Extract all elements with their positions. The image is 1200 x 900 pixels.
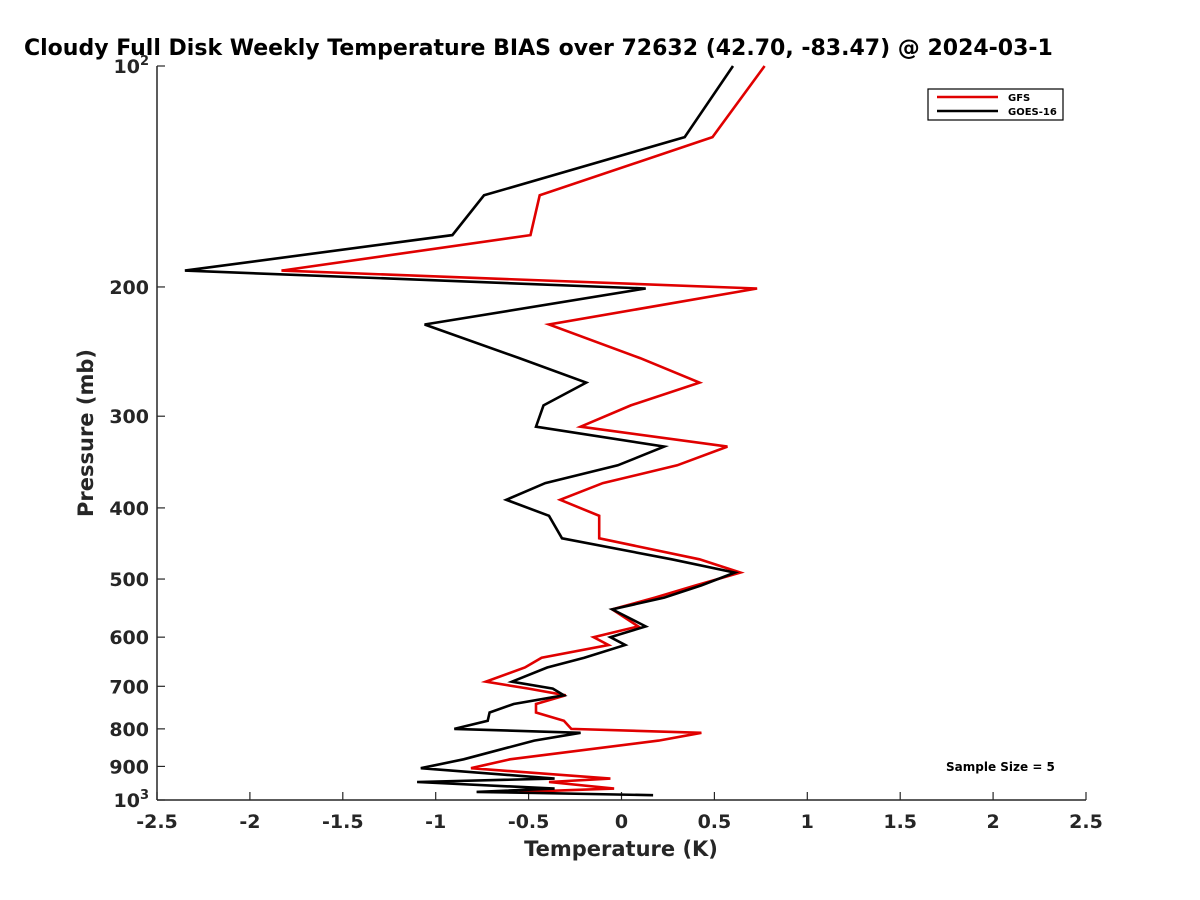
- x-tick-label: 1: [801, 811, 814, 833]
- y-tick-base: 10: [114, 790, 140, 812]
- x-tick-label: -0.5: [508, 811, 550, 833]
- legend-label-goes16: GOES-16: [1008, 107, 1057, 118]
- series-lines: [184, 65, 766, 797]
- x-tick-label: 2: [986, 811, 999, 833]
- y-tick-label: 400: [109, 498, 149, 520]
- series-line-goes-16: [184, 65, 740, 797]
- x-tick-label: -1: [425, 811, 446, 833]
- x-tick-label: 0.5: [698, 811, 732, 833]
- chart-title: Cloudy Full Disk Weekly Temperature BIAS…: [24, 36, 1053, 61]
- y-tick-label: 600: [109, 627, 149, 649]
- y-tick-label: 102: [114, 54, 150, 78]
- legend: GFS GOES-16: [927, 88, 1064, 121]
- legend-box: [927, 88, 1064, 121]
- y-tick-label: 103: [114, 788, 150, 812]
- y-tick-label: 700: [109, 676, 149, 698]
- y-tick-base: 10: [114, 56, 140, 78]
- x-tick-label: -2.5: [136, 811, 178, 833]
- y-tick-label: 500: [109, 569, 149, 591]
- x-tick-label: 0: [615, 811, 628, 833]
- x-tick-label: 2.5: [1069, 811, 1103, 833]
- y-tick-label: 300: [109, 406, 149, 428]
- x-tick-label: -2: [239, 811, 260, 833]
- x-axis-label: Temperature (K): [524, 837, 718, 861]
- y-axis-label: Pressure (mb): [74, 349, 98, 517]
- plot-area: -2.5 -2 -1.5 -1 -0.5 0 0.5 1 1.5 2 2.5 10220030040…: [109, 54, 1103, 833]
- x-tick-label: 1.5: [883, 811, 917, 833]
- y-tick-exponent: 3: [140, 788, 149, 803]
- y-tick-label: 200: [109, 277, 149, 299]
- x-tick-label: -1.5: [322, 811, 364, 833]
- y-tick-exponent: 2: [140, 54, 149, 69]
- y-tick-label: 900: [109, 756, 149, 778]
- x-axis-ticks: -2.5 -2 -1.5 -1 -0.5 0 0.5 1 1.5 2 2.5: [136, 792, 1103, 833]
- y-tick-label: 800: [109, 719, 149, 741]
- legend-label-gfs: GFS: [1008, 93, 1030, 104]
- sample-size-annotation: Sample Size = 5: [946, 760, 1055, 774]
